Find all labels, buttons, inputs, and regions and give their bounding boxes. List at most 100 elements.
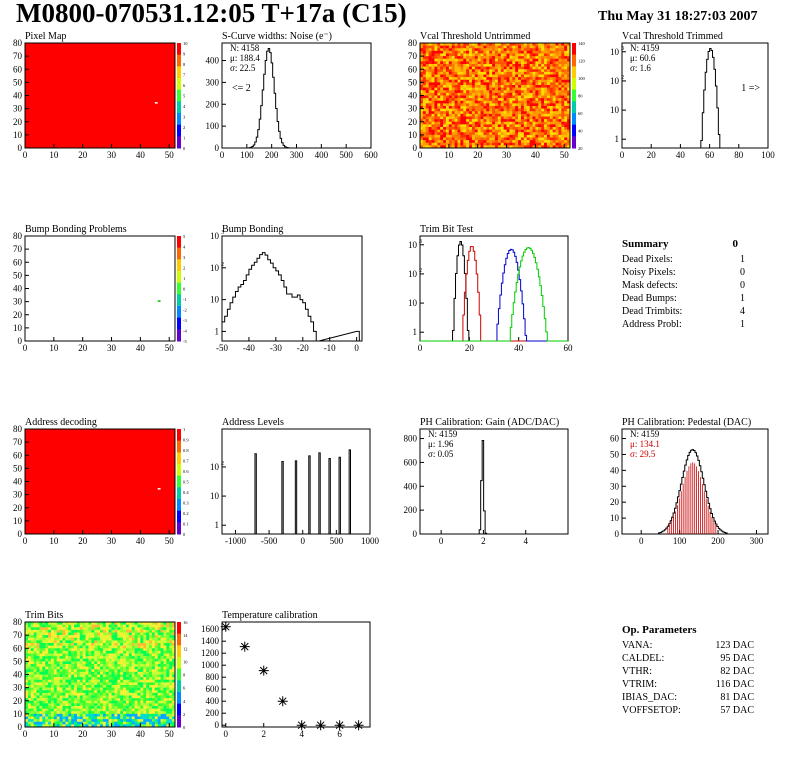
vcal-untrimmed-cell	[512, 50, 516, 54]
vcal-untrimmed-cell	[422, 103, 427, 107]
trim-bits-cell	[172, 658, 176, 662]
trim-bits-cell	[50, 692, 55, 696]
vcal-untrimmed-cell	[463, 145, 467, 149]
trim-bits-cell	[39, 640, 43, 644]
vcal-untrimmed-cell	[460, 95, 464, 99]
vcal-untrimmed-cell	[515, 61, 519, 65]
vcal-untrimmed-cell	[440, 82, 444, 86]
trim-bits-cell	[114, 708, 118, 712]
trim-bits-cell	[45, 695, 49, 699]
trim-bits-cell	[25, 653, 29, 657]
vcal-untrimmed-cell	[431, 90, 435, 94]
vcal-untrimmed-cell	[526, 106, 530, 109]
vcal-untrimmed-cell	[451, 74, 455, 78]
vcal-untrimmed-cell	[532, 66, 536, 70]
vcal-untrimmed-cell	[422, 71, 427, 75]
trim-bits-cell	[143, 661, 147, 665]
pixel-map-colorbar-band	[177, 113, 181, 126]
trim-bits-cell	[105, 685, 109, 688]
trim-bits-cell	[157, 648, 161, 652]
trim-bits-colorbar-band	[177, 680, 181, 693]
vcal-untrimmed-cell	[448, 129, 453, 133]
vcal-untrimmed-cell	[474, 90, 478, 94]
vcal-untrimmed-cell	[567, 145, 571, 149]
vcal-untrimmed-cell	[523, 134, 528, 138]
trim-bits-cell	[105, 719, 109, 723]
vcal-untrimmed-cell	[420, 111, 424, 115]
summary-value: 0	[733, 238, 739, 250]
trim-bits-cell	[131, 700, 135, 704]
trim-bits-cell	[154, 721, 158, 725]
vcal-untrimmed-cell	[497, 124, 502, 128]
vcal-untrimmed-cell	[463, 108, 467, 112]
vcal-untrimmed-cell	[564, 77, 568, 81]
trim-bits-cell	[172, 643, 176, 646]
trim-bits-cell	[108, 627, 112, 631]
trim-bits-cell	[45, 664, 49, 667]
vcal-untrimmed-cell	[497, 48, 502, 52]
trim-bits-cell	[166, 706, 170, 709]
trim-bits-cell	[25, 627, 29, 631]
vcal-untrimmed-cell	[420, 124, 424, 128]
vcal-untrimmed-cell	[532, 58, 536, 62]
vcal-untrimmed-cell	[425, 53, 429, 57]
trim-bits-cell	[140, 656, 144, 660]
trim-bits-cell	[157, 716, 161, 720]
summary-row-label: Address Probl:	[622, 319, 682, 330]
vcal-untrimmed-cell	[486, 108, 490, 112]
trim-bits-cell	[74, 682, 78, 686]
trim-bits-cell	[94, 624, 98, 628]
trim-bits-cell	[108, 650, 112, 654]
trim-bits-cell	[154, 687, 158, 691]
trim-bits-cell	[56, 661, 60, 665]
trim-bits-cell	[123, 669, 127, 673]
trim-bits-cell	[143, 674, 147, 678]
vcal-untrimmed-cell	[518, 129, 522, 133]
vcal-untrimmed-cell	[546, 79, 551, 83]
trim-bits-cell	[120, 721, 124, 725]
trim-bits-cell	[100, 711, 104, 715]
vcal-untrimmed-cell	[454, 124, 458, 128]
vcal-untrimmed-cell	[474, 121, 478, 125]
vcal-untrimmed-cell	[552, 124, 556, 128]
vcal-untrimmed-cell	[431, 45, 435, 49]
vcal-untrimmed-cell	[541, 82, 545, 86]
trim-bits-cell	[151, 645, 156, 649]
vcal-untrimmed-xtick-label: 10	[444, 150, 454, 160]
trim-bits-cell	[68, 643, 72, 646]
vcal-untrimmed-cell	[420, 48, 424, 52]
vcal-untrimmed-cell	[558, 108, 562, 112]
vcal-untrimmed-cell	[535, 64, 539, 67]
vcal-untrimmed-cell	[463, 48, 467, 52]
vcal-untrimmed-cell	[538, 74, 542, 78]
vcal-untrimmed-cell	[500, 48, 504, 52]
vcal-untrimmed-cell	[503, 145, 507, 149]
vcal-untrimmed-cell	[552, 106, 556, 109]
vcal-untrimmed-cell	[477, 119, 481, 123]
vcal-untrimmed-cell	[549, 66, 553, 70]
vcal-untrimmed-cell	[440, 58, 444, 62]
vcal-untrimmed-cell	[512, 111, 516, 115]
vcal-untrimmed-cell	[443, 95, 447, 99]
trim-bit-test-xtick-label: 0	[418, 343, 423, 353]
trim-bits-cell	[108, 698, 112, 702]
trim-bits-cell	[134, 687, 138, 691]
vcal-untrimmed-cell	[469, 74, 473, 78]
vcal-untrimmed-cell	[445, 132, 450, 136]
trim-bits-cell	[79, 637, 83, 641]
vcal-untrimmed-cell	[454, 137, 458, 141]
vcal-untrimmed-cell	[509, 111, 513, 115]
trim-bits-cell	[125, 653, 130, 657]
vcal-untrimmed-cell	[506, 145, 510, 149]
vcal-untrimmed-cell	[526, 85, 530, 88]
vcal-untrimmed-cell	[431, 98, 435, 102]
trim-bits-cell	[59, 692, 63, 696]
vcal-untrimmed-cell	[431, 77, 435, 81]
vcal-untrimmed-cell	[420, 134, 424, 138]
trim-bits-cell	[33, 664, 37, 667]
vcal-untrimmed-cell	[440, 45, 444, 49]
vcal-untrimmed-cell	[466, 90, 470, 94]
vcal-untrimmed-cell	[538, 140, 542, 144]
